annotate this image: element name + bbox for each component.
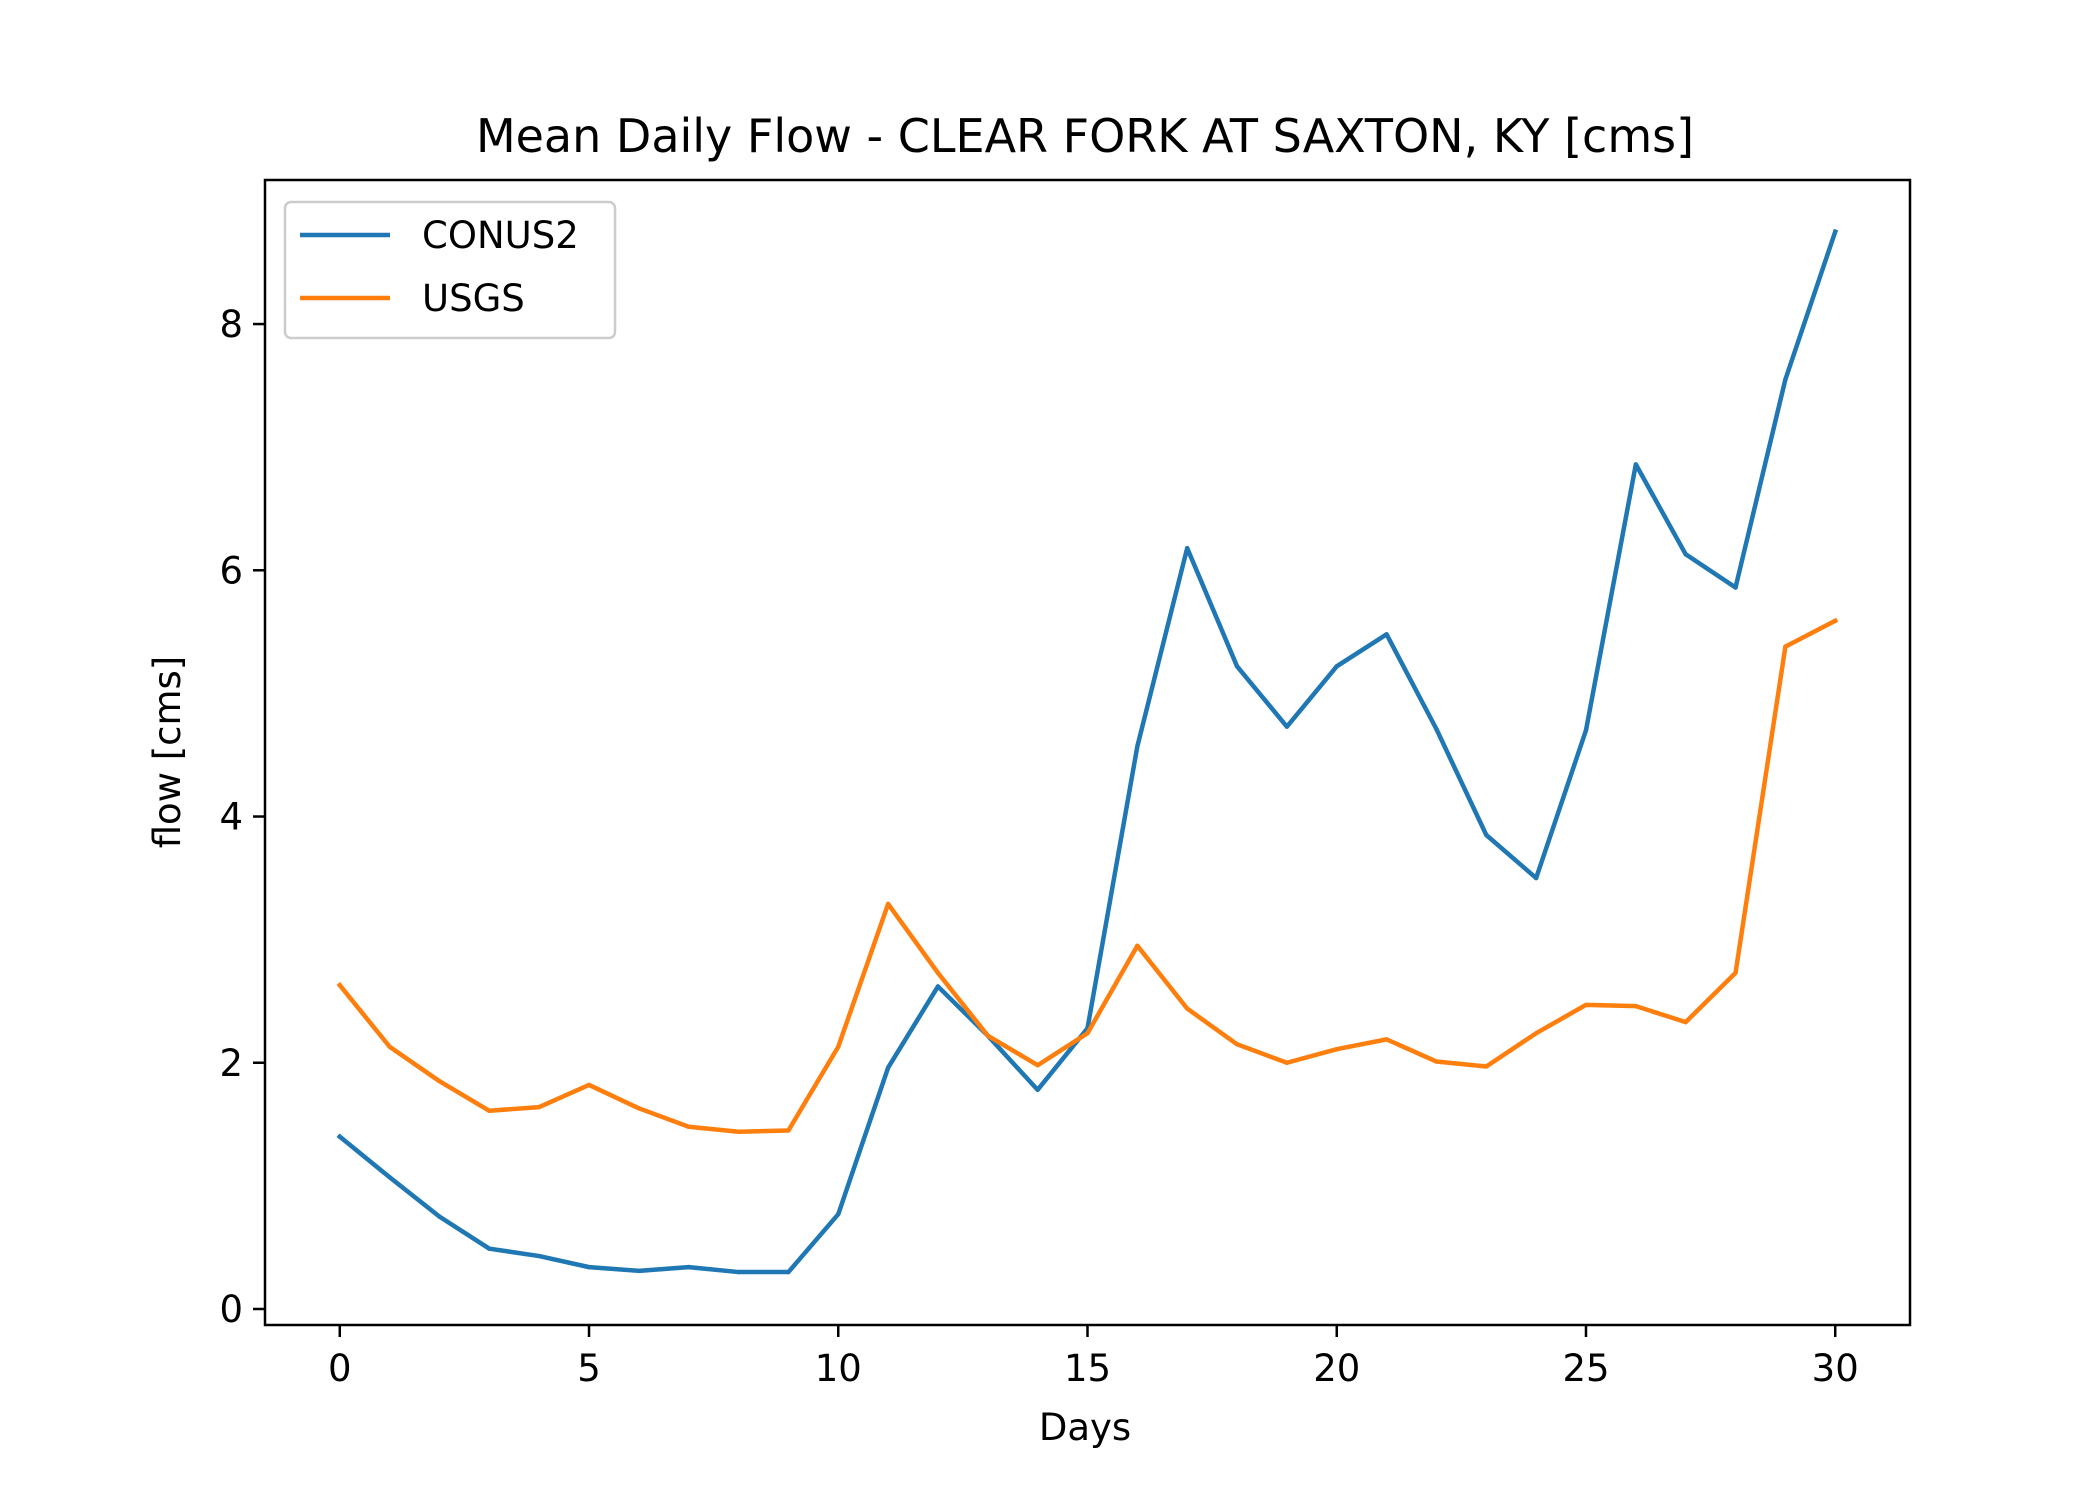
x-axis: 0 5 10 15 20 25 30	[328, 1325, 1859, 1390]
chart-title: Mean Daily Flow - CLEAR FORK AT SAXTON, …	[476, 109, 1694, 163]
data-point-conus2	[1384, 632, 1389, 637]
data-point-conus2	[387, 1175, 392, 1180]
data-point-usgs	[337, 982, 342, 988]
data-point-conus2	[1533, 875, 1539, 881]
data-point-usgs	[437, 1079, 442, 1084]
data-point-usgs	[1484, 1064, 1489, 1069]
data-point-conus2	[1185, 545, 1190, 551]
data-point-conus2	[636, 1268, 642, 1274]
x-tick-label: 15	[1064, 1347, 1111, 1390]
data-point-usgs	[1135, 943, 1140, 948]
data-point-usgs	[536, 1104, 542, 1110]
data-point-conus2	[836, 1211, 841, 1217]
data-point-usgs	[1185, 1006, 1190, 1011]
data-point-usgs	[1733, 970, 1738, 976]
x-tick-label: 20	[1313, 1347, 1360, 1390]
x-tick-label: 10	[815, 1347, 862, 1390]
data-point-conus2	[1434, 726, 1439, 732]
data-point-usgs	[487, 1108, 492, 1113]
data-point-conus2	[1833, 229, 1838, 234]
y-axis: 0 2 4 6 8	[219, 303, 265, 1331]
data-point-conus2	[686, 1264, 691, 1270]
data-point-conus2	[1583, 728, 1589, 733]
data-point-conus2	[536, 1253, 542, 1259]
data-point-conus2	[786, 1269, 791, 1275]
x-tick-label: 5	[577, 1347, 601, 1390]
data-point-usgs	[636, 1106, 642, 1111]
data-point-conus2	[437, 1214, 442, 1219]
series-layer	[336, 228, 1839, 1275]
data-point-conus2	[1783, 377, 1788, 382]
data-point-usgs	[1085, 1031, 1090, 1036]
y-tick-label: 0	[219, 1288, 243, 1331]
data-point-usgs	[1234, 1042, 1240, 1047]
x-tick-label: 0	[328, 1347, 352, 1390]
data-point-usgs	[686, 1124, 691, 1129]
y-tick-label: 2	[219, 1042, 243, 1085]
data-point-conus2	[337, 1134, 342, 1139]
data-point-conus2	[885, 1065, 891, 1070]
data-point-conus2	[1484, 832, 1489, 838]
data-point-conus2	[935, 984, 941, 989]
data-point-conus2	[1633, 462, 1639, 467]
data-point-usgs	[1035, 1063, 1040, 1068]
y-tick-label: 4	[219, 796, 243, 839]
data-point-usgs	[1434, 1059, 1439, 1064]
data-point-conus2	[1234, 664, 1240, 669]
data-point-conus2	[1035, 1087, 1040, 1093]
data-point-conus2	[487, 1246, 492, 1251]
data-point-conus2	[736, 1269, 741, 1275]
data-point-usgs	[1833, 618, 1838, 623]
data-point-usgs	[885, 901, 891, 907]
data-point-usgs	[1683, 1019, 1688, 1025]
data-point-usgs	[985, 1033, 990, 1038]
data-point-usgs	[1533, 1031, 1539, 1036]
data-point-usgs	[786, 1128, 791, 1133]
x-tick-label: 25	[1562, 1347, 1609, 1390]
data-point-usgs	[387, 1044, 392, 1049]
data-point-conus2	[1683, 552, 1688, 557]
y-tick-label: 8	[219, 303, 243, 346]
legend: CONUS2 USGS	[283, 200, 617, 340]
data-point-usgs	[736, 1129, 741, 1134]
legend-label-conus2: CONUS2	[422, 214, 579, 257]
x-axis-label: Days	[1039, 1406, 1131, 1449]
data-point-usgs	[1384, 1037, 1389, 1042]
data-point-usgs	[1284, 1060, 1290, 1065]
x-tick-label: 30	[1812, 1347, 1859, 1390]
data-point-conus2	[1284, 724, 1290, 729]
y-tick-label: 6	[219, 549, 243, 592]
data-point-usgs	[1783, 644, 1788, 649]
data-point-conus2	[586, 1264, 592, 1270]
data-point-conus2	[1334, 664, 1339, 669]
data-point-usgs	[1633, 1003, 1639, 1009]
data-point-usgs	[1334, 1047, 1339, 1052]
data-point-usgs	[1583, 1002, 1589, 1008]
data-point-conus2	[1135, 744, 1140, 749]
data-point-conus2	[1733, 585, 1738, 590]
data-point-usgs	[836, 1044, 841, 1049]
y-axis-label: flow [cms]	[146, 656, 189, 849]
data-point-usgs	[935, 970, 941, 976]
legend-label-usgs: USGS	[422, 277, 525, 320]
data-point-usgs	[586, 1082, 592, 1088]
